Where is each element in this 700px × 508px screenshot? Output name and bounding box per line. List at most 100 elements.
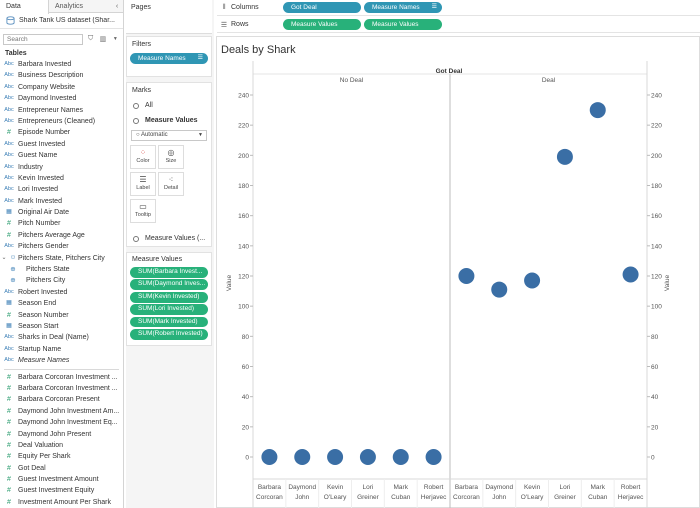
dimension-field-item[interactable]: # Episode Number xyxy=(0,127,123,138)
data-point[interactable] xyxy=(458,268,475,284)
dimension-field-item[interactable]: Abc Guest Name xyxy=(0,150,123,161)
columns-pill-measure-names[interactable]: Measure Names ☰ xyxy=(364,2,442,13)
dimension-field-item[interactable]: Abc Industry xyxy=(0,162,123,173)
data-point[interactable] xyxy=(524,272,541,289)
radio-icon xyxy=(133,117,139,124)
measure-value-pill[interactable]: SUM(Robert Invested) xyxy=(130,328,208,340)
dimension-field-item[interactable]: Abc Barbara Invested xyxy=(0,59,123,70)
dimension-field-item[interactable]: Abc Daymond Invested xyxy=(0,93,123,104)
measure-value-pill[interactable]: SUM(Barbara Invest... xyxy=(130,267,208,278)
data-point[interactable] xyxy=(359,449,376,465)
measure-field-item[interactable]: # Deal Valuation xyxy=(0,440,123,451)
measure-field-item[interactable]: # Barbara Corcoran Present xyxy=(0,394,123,405)
marks-measure-values-sub-row[interactable]: Measure Values (... xyxy=(127,231,205,246)
dimension-field-item[interactable]: Abc Startup Name xyxy=(0,344,123,355)
filter-icon[interactable]: ⛉ xyxy=(88,35,94,42)
data-point[interactable] xyxy=(392,449,409,465)
pages-card[interactable]: Pages xyxy=(126,0,212,34)
dimension-field-item[interactable]: Abc Robert Invested xyxy=(0,287,123,298)
rows-pill-measure-values-1[interactable]: Measure Values xyxy=(283,19,361,30)
data-point[interactable] xyxy=(491,281,508,298)
dimension-field-item[interactable]: ⊕ Pitchers State xyxy=(0,264,123,275)
measure-value-pill[interactable]: SUM(Mark Invested) xyxy=(130,316,208,328)
measure-field-item[interactable]: # Daymond John Investment Eq... xyxy=(0,417,123,428)
size-button[interactable]: ◎ Size xyxy=(158,145,184,169)
label-button[interactable]: ☰ Label xyxy=(130,172,156,196)
dimension-field-item[interactable]: ▦ Original Air Date xyxy=(0,207,123,218)
dimension-field-item[interactable]: Abc Sharks in Deal (Name) xyxy=(0,332,123,343)
collapse-pane-icon[interactable]: ‹ xyxy=(115,3,119,10)
dimension-field-item[interactable]: ▦ Season End xyxy=(0,298,123,309)
dimension-field-name: Barbara Invested xyxy=(18,61,72,68)
y-tick-label-right: 200 xyxy=(651,153,662,160)
string-type-icon: Abc xyxy=(4,186,14,193)
dimension-field-item[interactable]: Abc Business Description xyxy=(0,70,123,81)
dimension-field-item[interactable]: Abc Measure Names xyxy=(0,355,123,366)
data-point[interactable] xyxy=(425,449,442,465)
columns-label: Columns xyxy=(231,4,259,11)
tab-analytics[interactable]: Analytics xyxy=(55,3,84,10)
measure-value-pill[interactable]: SUM(Lori Invested) xyxy=(130,304,208,315)
rows-pill-measure-values-2[interactable]: Measure Values xyxy=(364,19,442,30)
dimension-field-item[interactable]: ⌄ ⚇ Pitchers State, Pitchers City xyxy=(0,253,123,264)
dimension-field-item[interactable]: Abc Lori Invested xyxy=(0,184,123,195)
dimension-field-item[interactable]: # Season Number xyxy=(0,310,123,321)
dimension-field-item[interactable]: ▦ Season Start xyxy=(0,321,123,332)
dimension-field-item[interactable]: Abc Entrepreneurs (Cleaned) xyxy=(0,116,123,127)
dimension-field-item[interactable]: Abc Guest Invested xyxy=(0,139,123,150)
tooltip-button[interactable]: ▭ Tooltip xyxy=(130,199,156,223)
data-point[interactable] xyxy=(589,102,606,119)
dimension-field-item[interactable]: Abc Entrepreneur Names xyxy=(0,105,123,116)
data-point[interactable] xyxy=(261,449,278,465)
dimension-field-item[interactable]: Abc Pitchers Gender xyxy=(0,241,123,252)
measure-value-pill[interactable]: SUM(Kevin Invested) xyxy=(130,291,208,303)
columns-shelf[interactable]: ⦀ Columns Got Deal Measure Names ☰ xyxy=(217,0,700,16)
measure-field-item[interactable]: # Guest Investment Equity xyxy=(0,485,123,496)
color-button[interactable]: ⁘ Color xyxy=(130,145,156,169)
measure-field-item[interactable]: # Got Deal xyxy=(0,463,123,474)
x-tick-label: Herjavec xyxy=(618,494,644,501)
measure-value-pill[interactable]: SUM(Daymond Inves... xyxy=(130,279,208,291)
view-options-icon[interactable]: ▥ xyxy=(99,36,107,43)
scatter-chart[interactable]: Got Deal 0 0 20 20 40 40 60 60 80 80 100 100 120 120 14… xyxy=(217,37,700,508)
detail-button[interactable]: ⁖ Detail xyxy=(158,172,184,196)
measure-field-item[interactable]: # Barbara Corcoran Investment ... xyxy=(0,383,123,394)
dimension-field-item[interactable]: Abc Mark Invested xyxy=(0,196,123,207)
measure-field-item[interactable]: # Barbara Corcoran Investment ... xyxy=(0,372,123,383)
marks-measure-values-row[interactable]: Measure Values xyxy=(127,113,211,128)
chevron-down-icon[interactable]: ▼ xyxy=(112,36,118,42)
dimension-field-item[interactable]: Abc Company Website xyxy=(0,82,123,93)
chevron-down-icon[interactable]: ⌄ xyxy=(1,254,7,261)
dimension-field-item[interactable]: # Pitch Number xyxy=(0,218,123,229)
dimension-field-item[interactable]: # Pitchers Average Age xyxy=(0,230,123,241)
filter-pill-measure-names[interactable]: Measure Names ☰ xyxy=(130,53,208,64)
data-point[interactable] xyxy=(622,266,639,283)
mark-type-select[interactable]: ○ Automatic ▼ xyxy=(131,130,207,141)
search-input[interactable] xyxy=(3,33,83,45)
y-axis-title-right: Value xyxy=(664,275,671,292)
dimension-field-item[interactable]: Abc Kevin Invested xyxy=(0,173,123,184)
measure-field-item[interactable]: # Equity Per Shark xyxy=(0,451,123,462)
columns-pill-got-deal[interactable]: Got Deal xyxy=(283,2,361,13)
tab-data[interactable]: Data xyxy=(0,0,49,14)
mark-buttons: ⁘ Color ◎ Size ☰ Label ⁖ Detail ▭ Tooltip xyxy=(127,143,211,226)
data-point[interactable] xyxy=(327,449,344,465)
measure-field-item[interactable]: # Guest Investment Amount xyxy=(0,474,123,485)
marks-all-row[interactable]: All xyxy=(127,98,211,113)
y-tick-label-left: 240 xyxy=(238,93,249,100)
measure-field-item[interactable]: # Daymond John Present xyxy=(0,429,123,440)
rows-shelf[interactable]: ☰ Rows Measure Values Measure Values xyxy=(217,17,700,33)
y-tick-label-right: 80 xyxy=(651,334,659,341)
measure-field-item[interactable]: # Investment Amount Per Shark xyxy=(0,497,123,508)
y-tick-label-right: 20 xyxy=(651,424,659,431)
datasource-item[interactable]: Shark Tank US dataset (Shar... xyxy=(0,13,123,29)
data-point[interactable] xyxy=(294,449,311,465)
dimension-field-item[interactable]: ⊕ Pitchers City xyxy=(0,275,123,286)
viz-area: Deals by Shark Got Deal 0 0 20 20 40 40 60 60 80 8… xyxy=(216,36,700,508)
y-tick-label-left: 40 xyxy=(242,394,250,401)
filters-card[interactable]: Filters Measure Names ☰ xyxy=(126,36,212,77)
date-type-icon: ▦ xyxy=(6,300,12,307)
data-point[interactable] xyxy=(556,148,573,165)
measure-field-item[interactable]: # Daymond John Investment Am... xyxy=(0,406,123,417)
measure-field-name: Guest Investment Equity xyxy=(18,487,95,495)
